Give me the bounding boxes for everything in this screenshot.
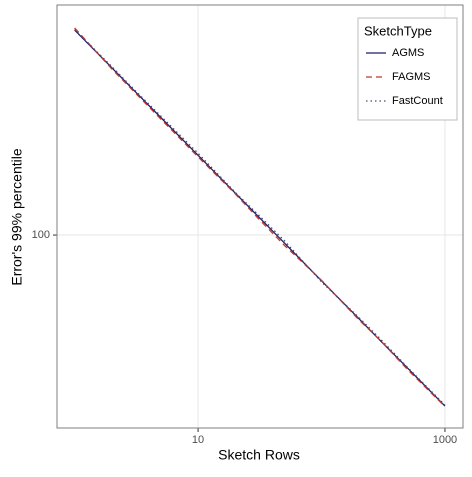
series-line bbox=[74, 27, 446, 408]
y-tick-label: 100 bbox=[32, 229, 50, 241]
legend-label: AGMS bbox=[392, 47, 424, 59]
plot-panel bbox=[56, 4, 464, 429]
series-line bbox=[74, 29, 446, 407]
legend-label: FAGMS bbox=[392, 71, 431, 83]
x-tick-label: 1000 bbox=[433, 434, 457, 446]
legend-title: SketchType bbox=[364, 23, 432, 38]
y-axis-label: Error's 99% percentile bbox=[9, 148, 25, 286]
legend-label: FastCount bbox=[392, 95, 443, 107]
legend-box bbox=[357, 17, 458, 121]
x-tick-label: 10 bbox=[192, 434, 204, 446]
x-axis-label: Sketch Rows bbox=[218, 447, 300, 463]
